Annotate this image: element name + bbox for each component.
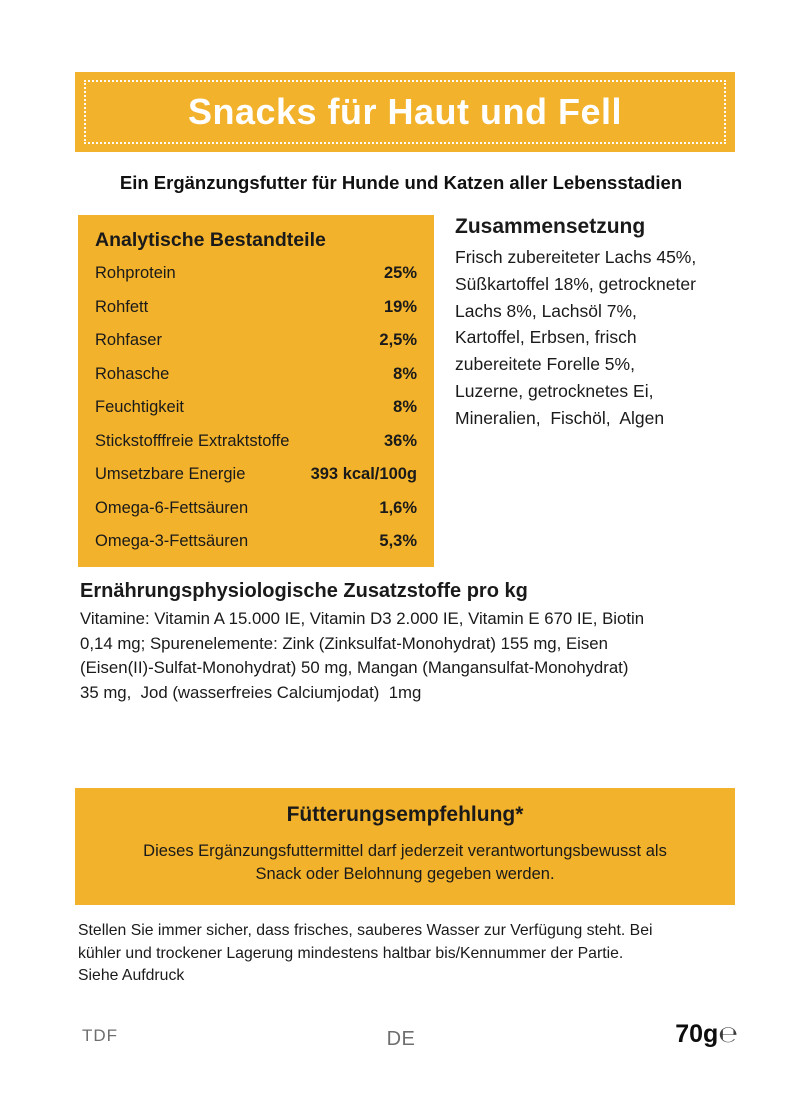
header-band: Snacks für Haut und Fell bbox=[75, 72, 735, 152]
storage-line: kühler und trockener Lagerung mindestens… bbox=[78, 944, 624, 962]
table-row: Omega-3-Fettsäuren 5,3% bbox=[95, 532, 417, 566]
analytical-constituents-box: Analytische Bestandteile Rohprotein 25% … bbox=[78, 215, 434, 567]
row-value: 2,5% bbox=[379, 331, 417, 349]
language-code: DE bbox=[386, 1028, 416, 1050]
row-value: 1,6% bbox=[379, 498, 417, 517]
row-label: Feuchtigkeit bbox=[95, 398, 184, 416]
composition-line: Frisch zubereiteter Lachs 45%, bbox=[455, 247, 697, 267]
row-value: 19% bbox=[383, 297, 417, 316]
header-dotted-frame: Snacks für Haut und Fell bbox=[84, 80, 726, 144]
net-weight: 70g℮ bbox=[675, 1020, 738, 1049]
table-row: Feuchtigkeit 8% bbox=[95, 398, 417, 432]
row-label: Omega-3-Fettsäuren bbox=[95, 532, 249, 550]
row-label: Omega-6-Fettsäuren bbox=[95, 498, 249, 517]
table-row: Rohasche 8% bbox=[95, 365, 417, 399]
composition-line: Kartoffel, Erbsen, frisch bbox=[455, 327, 637, 348]
composition-line: Lachs 8%, Lachsöl 7%, bbox=[455, 300, 637, 321]
product-title: Snacks für Haut und Fell bbox=[187, 91, 623, 132]
product-subtitle: Ein Ergänzungsfutter für Hunde und Katze… bbox=[119, 172, 683, 193]
row-value: 8% bbox=[393, 364, 417, 383]
table-row: Omega-6-Fettsäuren 1,6% bbox=[95, 499, 417, 533]
feeding-recommendation-box: Fütterungsempfehlung* Dieses Ergänzungsf… bbox=[75, 788, 735, 905]
row-value: 5,3% bbox=[379, 532, 417, 550]
storage-line: Stellen Sie immer sicher, dass frisches,… bbox=[78, 922, 653, 939]
net-weight-value: 70g bbox=[675, 1020, 719, 1048]
row-label: Stickstofffreie Extraktstoffe bbox=[95, 431, 290, 450]
estimated-sign: ℮ bbox=[718, 1022, 738, 1048]
row-label: Rohprotein bbox=[95, 264, 176, 282]
row-value: 8% bbox=[393, 398, 417, 416]
row-label: Rohasche bbox=[95, 364, 170, 383]
composition-line: Mineralien, Fischöl, Algen bbox=[455, 407, 665, 428]
additives-title: Ernährungsphysiologische Zusatzstoffe pr… bbox=[80, 580, 528, 602]
row-value: 25% bbox=[383, 264, 417, 282]
additives-line: 35 mg, Jod (wasserfreies Calciumjodat) 1… bbox=[80, 682, 422, 702]
composition-title: Zusammensetzung bbox=[455, 215, 646, 238]
table-row: Umsetzbare Energie 393 kcal/100g bbox=[95, 465, 417, 499]
composition-section: Zusammensetzung Frisch zubereiteter Lach… bbox=[455, 215, 755, 432]
additives-line: (Eisen(II)-Sulfat-Monohydrat) 50 mg, Man… bbox=[80, 658, 629, 678]
composition-line: zubereitete Forelle 5%, bbox=[455, 354, 635, 375]
additives-section: Ernährungsphysiologische Zusatzstoffe pr… bbox=[80, 580, 752, 705]
analytical-constituents-title: Analytische Bestandteile bbox=[95, 229, 326, 251]
additives-line: Vitamine: Vitamin A 15.000 IE, Vitamin D… bbox=[80, 609, 645, 628]
composition-line: Süßkartoffel 18%, getrockneter bbox=[455, 273, 696, 294]
table-row: Rohfaser 2,5% bbox=[95, 331, 417, 365]
storage-line: Siehe Aufdruck bbox=[78, 967, 185, 985]
row-label: Rohfett bbox=[95, 297, 149, 316]
table-row: Rohfett 19% bbox=[95, 298, 417, 332]
table-row: Stickstofffreie Extraktstoffe 36% bbox=[95, 432, 417, 466]
footer-code: TDF bbox=[82, 1026, 119, 1045]
storage-note: Stellen Sie immer sicher, dass frisches,… bbox=[78, 920, 758, 988]
row-value: 36% bbox=[383, 431, 417, 450]
composition-line: Luzerne, getrocknetes Ei, bbox=[455, 380, 654, 401]
row-value: 393 kcal/100g bbox=[310, 465, 417, 483]
row-label: Rohfaser bbox=[95, 331, 162, 349]
row-label: Umsetzbare Energie bbox=[95, 465, 246, 483]
table-row: Rohprotein 25% bbox=[95, 264, 417, 298]
additives-line: 0,14 mg; Spurenelemente: Zink (Zinksulfa… bbox=[80, 633, 608, 653]
feeding-recommendation-title: Fütterungsempfehlung* bbox=[286, 803, 524, 826]
feeding-recommendation-text: Dieses Ergänzungsfuttermittel darf jeder… bbox=[143, 842, 667, 883]
